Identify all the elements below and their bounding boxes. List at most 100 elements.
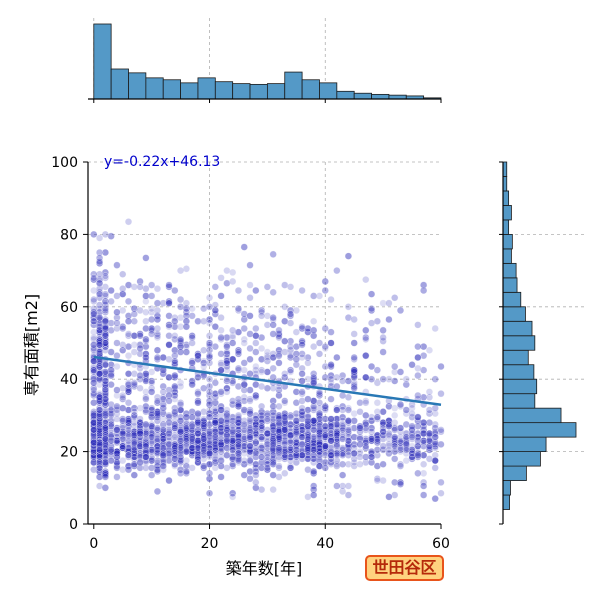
scatter-point <box>437 428 445 436</box>
scatter-point <box>396 437 405 445</box>
top-hist-bar <box>145 77 164 100</box>
scatter-point <box>391 377 399 385</box>
scatter-point <box>333 442 341 450</box>
scatter-point <box>229 339 237 347</box>
scatter-point <box>153 431 162 439</box>
scatter-point <box>165 297 173 306</box>
scatter-point <box>321 415 329 423</box>
scatter-point <box>286 462 295 470</box>
scatter-point <box>257 464 266 472</box>
scatter-point <box>257 453 266 461</box>
scatter-point <box>240 406 248 414</box>
scatter-point <box>153 426 162 434</box>
scatter-point <box>217 333 225 342</box>
ward-badge: 世田谷区 <box>365 555 444 581</box>
scatter-point <box>310 431 318 439</box>
scatter-point <box>327 328 335 336</box>
scatter-point <box>396 462 405 470</box>
scatter-point <box>182 422 191 430</box>
scatter-point <box>252 380 260 389</box>
scatter-point <box>217 292 225 300</box>
scatter-point <box>367 290 376 298</box>
scatter-point <box>194 420 202 429</box>
y-tick-label: 80 <box>60 227 78 243</box>
scatter-point <box>269 321 277 329</box>
scatter-point <box>205 375 214 383</box>
scatter-point <box>229 326 237 334</box>
scatter-point <box>286 353 295 362</box>
scatter-point <box>333 353 341 362</box>
scatter-point <box>142 335 150 344</box>
scatter-point <box>113 437 121 445</box>
scatter-point <box>217 359 225 367</box>
scatter-point <box>292 399 300 407</box>
scatter-point <box>148 324 156 333</box>
scatter-point <box>431 375 439 383</box>
scatter-point <box>350 373 358 382</box>
scatter-point <box>107 380 115 389</box>
scatter-point <box>310 485 318 494</box>
scatter-point <box>223 411 231 420</box>
scatter-point <box>321 402 329 411</box>
scatter-point <box>275 435 283 443</box>
scatter-point <box>304 466 312 474</box>
scatter-point <box>425 431 434 439</box>
scatter-point <box>385 429 393 438</box>
scatter-point <box>101 248 110 257</box>
scatter-point <box>344 314 353 322</box>
right-hist-bar <box>502 480 511 496</box>
scatter-point <box>119 285 127 293</box>
scatter-point <box>107 411 115 420</box>
scatter-point <box>142 324 150 333</box>
scatter-point <box>263 368 272 376</box>
scatter-point <box>414 364 422 372</box>
scatter-point <box>217 447 225 456</box>
scatter-point <box>333 404 341 412</box>
scatter-point <box>182 299 191 307</box>
scatter-point <box>136 384 144 392</box>
scatter-point <box>344 252 353 260</box>
scatter-point <box>252 438 260 447</box>
scatter-point <box>194 397 202 405</box>
scatter-point <box>269 384 277 392</box>
scatter-point <box>153 285 162 293</box>
scatter-point <box>153 353 162 362</box>
scatter-point <box>130 304 138 313</box>
scatter-point <box>200 435 208 443</box>
scatter-point <box>153 437 162 445</box>
scatter-point <box>327 395 335 403</box>
scatter-point <box>153 466 162 474</box>
scatter-point <box>223 359 231 367</box>
scatter-point <box>234 400 243 409</box>
right-hist-bar <box>502 320 533 337</box>
scatter-point <box>257 485 266 494</box>
scatter-point <box>90 426 98 434</box>
scatter-point <box>223 437 231 445</box>
scatter-point <box>188 379 196 387</box>
scatter-point <box>142 435 150 443</box>
scatter-point <box>124 466 133 474</box>
scatter-point <box>124 426 133 434</box>
scatter-point <box>194 429 202 438</box>
scatter-point <box>200 446 208 454</box>
scatter-point <box>275 391 283 400</box>
scatter-point <box>391 478 399 487</box>
scatter-point <box>165 323 173 331</box>
scatter-point <box>419 429 428 438</box>
scatter-point <box>246 442 254 450</box>
scatter-point <box>385 446 393 454</box>
scatter-point <box>124 451 133 459</box>
scatter-point <box>252 460 260 468</box>
scatter-point <box>205 413 214 421</box>
scatter-point <box>182 304 191 313</box>
scatter-point <box>437 426 445 434</box>
scatter-point <box>148 438 156 447</box>
scatter-point <box>373 413 381 421</box>
scatter-point <box>217 473 225 481</box>
scatter-point <box>281 348 289 356</box>
scatter-point <box>281 413 289 421</box>
scatter-point <box>246 312 254 320</box>
scatter-point <box>165 341 173 349</box>
top-hist-bar <box>162 79 181 100</box>
